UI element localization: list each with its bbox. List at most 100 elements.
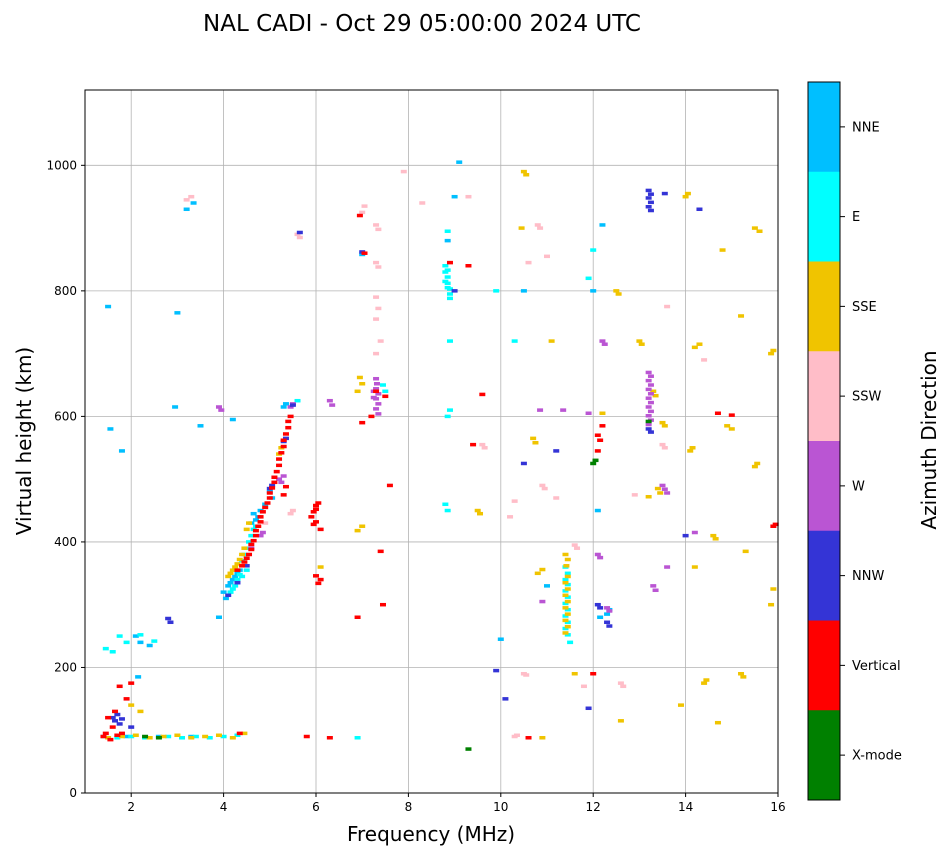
point — [243, 527, 250, 532]
point — [259, 530, 266, 535]
point — [294, 398, 301, 403]
point — [701, 358, 708, 362]
point — [444, 275, 451, 279]
point — [615, 292, 622, 296]
point — [770, 348, 777, 353]
point — [599, 223, 606, 227]
point — [617, 719, 624, 723]
point — [229, 587, 236, 591]
point — [280, 444, 287, 449]
point — [109, 725, 116, 729]
point — [234, 580, 241, 585]
point — [317, 527, 324, 532]
point — [287, 405, 294, 409]
point — [613, 289, 620, 293]
point — [684, 191, 691, 196]
plot-frame — [84, 89, 779, 794]
point — [379, 383, 386, 387]
point — [123, 734, 130, 739]
series-ssw — [183, 169, 708, 739]
point — [128, 681, 135, 685]
point — [682, 533, 689, 538]
point — [497, 637, 504, 641]
point — [645, 494, 652, 499]
point — [377, 339, 384, 343]
point — [225, 584, 232, 588]
point — [553, 449, 560, 453]
y-tick-label: 400 — [54, 535, 77, 549]
point — [206, 736, 213, 740]
point — [250, 511, 257, 516]
y-tick-label: 0 — [69, 786, 77, 800]
point — [594, 552, 601, 557]
point — [647, 409, 654, 414]
point — [647, 400, 654, 405]
series-e — [100, 229, 597, 740]
point — [313, 503, 319, 508]
colorbar-segment-nne — [808, 82, 840, 173]
point — [188, 194, 195, 199]
point — [373, 351, 380, 356]
point — [493, 668, 500, 673]
point — [620, 684, 627, 689]
point — [444, 229, 451, 233]
point — [105, 715, 112, 720]
point — [220, 734, 227, 739]
point — [123, 640, 130, 645]
point — [287, 414, 294, 419]
x-tick-label: 4 — [220, 800, 228, 814]
point — [714, 411, 721, 416]
point — [128, 725, 135, 729]
point — [278, 451, 285, 455]
point — [532, 441, 539, 445]
point — [442, 264, 449, 268]
point — [285, 419, 292, 424]
point — [525, 736, 532, 740]
point — [564, 557, 571, 562]
point — [109, 715, 116, 720]
point — [523, 172, 530, 177]
point — [310, 522, 317, 527]
point — [252, 518, 259, 522]
point — [326, 736, 333, 740]
point — [647, 208, 654, 213]
point — [592, 458, 599, 463]
point — [317, 565, 324, 569]
point — [276, 457, 283, 461]
point — [232, 584, 239, 588]
point — [590, 461, 597, 466]
axis-ticks: 2 4 6 8 10 12 14 16 0 200 400 600 800 1000 — [46, 158, 785, 814]
point — [215, 733, 222, 738]
point — [604, 620, 611, 625]
point — [534, 571, 541, 576]
point — [296, 230, 303, 235]
point — [645, 414, 652, 418]
point — [294, 232, 301, 237]
point — [446, 339, 453, 343]
point — [682, 194, 689, 199]
point — [229, 577, 236, 582]
series-vertical — [100, 213, 779, 742]
point — [361, 251, 368, 255]
point — [315, 581, 322, 586]
x-tick-label: 14 — [678, 800, 693, 814]
point — [562, 614, 569, 618]
point — [712, 537, 719, 541]
point — [701, 681, 708, 685]
point — [112, 719, 119, 723]
point — [118, 717, 125, 721]
point — [742, 549, 749, 554]
point — [645, 370, 652, 375]
point — [647, 430, 654, 434]
point — [356, 213, 363, 218]
x-tick-label: 2 — [127, 800, 135, 814]
point — [118, 734, 125, 739]
point — [379, 602, 386, 607]
point — [146, 736, 153, 740]
point — [564, 612, 571, 616]
point — [564, 582, 571, 587]
point — [236, 731, 243, 736]
point — [278, 480, 285, 485]
point — [446, 292, 453, 296]
point — [580, 684, 587, 689]
